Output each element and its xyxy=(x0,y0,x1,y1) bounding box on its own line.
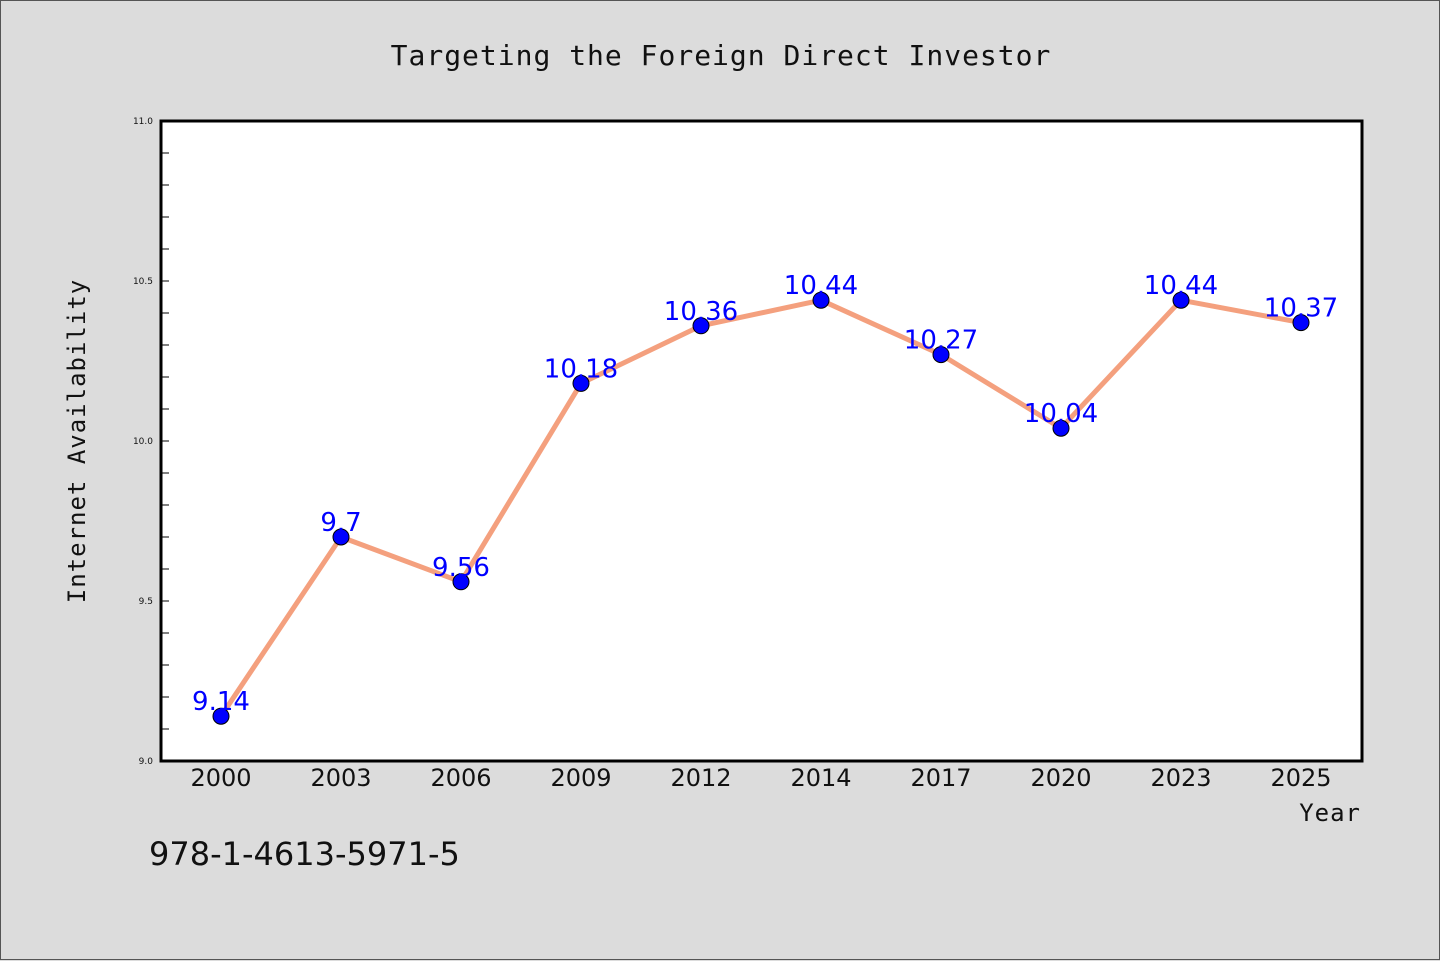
series-line xyxy=(218,297,1304,719)
x-axis-label: Year xyxy=(1299,799,1361,827)
chart-title: Targeting the Foreign Direct Investor xyxy=(391,39,1052,72)
x-tick-label: 2009 xyxy=(550,764,611,792)
plot-border xyxy=(159,119,1364,763)
y-tick-label: 10.0 xyxy=(133,437,153,447)
x-tick-label: 2000 xyxy=(190,764,251,792)
y-axis-label: Internet Availability xyxy=(63,279,91,603)
x-tick-label: 2006 xyxy=(430,764,491,792)
data-label: 10.37 xyxy=(1264,294,1338,324)
plot-area xyxy=(161,121,1362,761)
x-tick-label: 2025 xyxy=(1270,764,1331,792)
data-label: 10.04 xyxy=(1024,399,1098,429)
y-tick-label: 9.5 xyxy=(139,597,153,607)
x-tick-label: 2014 xyxy=(790,764,851,792)
data-label: 10.18 xyxy=(544,354,618,384)
data-label: 10.27 xyxy=(904,326,978,356)
x-tick-label: 2020 xyxy=(1030,764,1091,792)
data-point xyxy=(932,346,950,364)
x-axis-ticks: 2000 2003 2006 2009 2012 2014 2017 2020 2023 2025 xyxy=(190,764,1331,792)
x-tick-label: 2003 xyxy=(310,764,371,792)
data-point xyxy=(1052,419,1070,437)
y-tick-label: 9.0 xyxy=(139,757,154,767)
data-point xyxy=(212,707,230,725)
data-point xyxy=(692,317,710,335)
data-point xyxy=(812,291,830,309)
data-label: 9.7 xyxy=(320,508,361,538)
data-label: 9.56 xyxy=(432,553,490,583)
data-point xyxy=(452,573,470,591)
data-label: 10.44 xyxy=(1144,271,1218,301)
data-label: 10.36 xyxy=(664,297,738,327)
x-tick-label: 2023 xyxy=(1150,764,1211,792)
y-tick-label: 10.5 xyxy=(133,277,153,287)
x-tick-label: 2012 xyxy=(670,764,731,792)
data-point xyxy=(1172,291,1190,309)
data-label: 9.14 xyxy=(192,687,250,717)
data-label: 10.44 xyxy=(784,271,858,301)
isbn-text: 978-1-4613-5971-5 xyxy=(149,835,460,873)
data-point xyxy=(1292,314,1310,332)
data-point xyxy=(332,528,350,546)
data-point xyxy=(572,374,590,392)
series-markers xyxy=(212,291,1310,725)
data-labels: 9.14 9.7 9.56 10.18 10.36 10.44 10.27 10.04 10.4… xyxy=(192,271,1338,717)
y-tick-label: 11.0 xyxy=(133,117,153,127)
x-tick-label: 2017 xyxy=(910,764,971,792)
